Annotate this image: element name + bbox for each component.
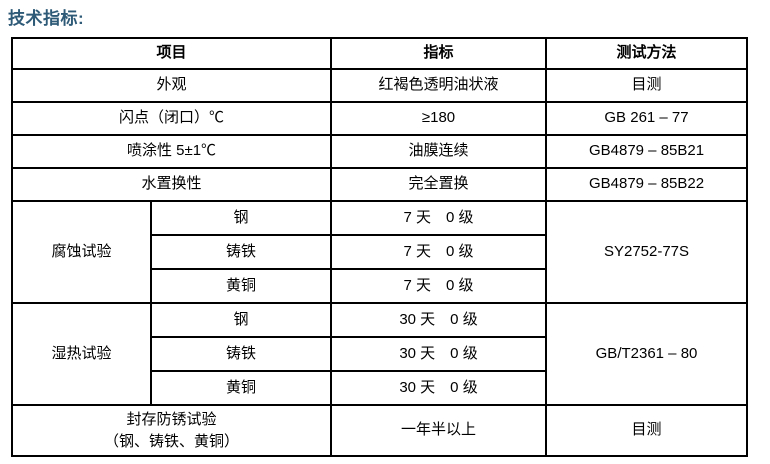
table-row-flash-point: 闪点（闭口）℃ ≥180 GB 261 – 77 xyxy=(10,101,749,136)
method-cell-corrosion: SY2752-77S xyxy=(545,200,749,304)
header-method: 测试方法 xyxy=(545,37,749,70)
table-row-storage-rust-test: 封存防锈试验 （钢、铸铁、黄铜） 一年半以上 目测 xyxy=(10,404,749,457)
table-row-corrosion-brass: 黄铜 7 天 0 级 xyxy=(12,268,747,304)
method-cell-damp-heat: GB/T2361 – 80 xyxy=(545,302,749,406)
spec-table: 项目 指标 测试方法 外观 红褐色透明油状液 目测 闪点（闭口）℃ ≥180 G… xyxy=(10,37,749,457)
indicator-cell: ≥180 xyxy=(330,101,548,136)
group-cell-damp-heat: 湿热试验 xyxy=(11,302,152,406)
method-cell: GB 261 – 77 xyxy=(545,101,749,136)
table-row-water-displacement: 水置换性 完全置换 GB4879 – 85B22 xyxy=(10,167,749,202)
indicator-cell: 30 天 0 级 xyxy=(330,336,548,372)
indicator-cell: 30 天 0 级 xyxy=(330,370,548,406)
method-cell: GB4879 – 85B22 xyxy=(545,167,749,202)
material-cell: 钢 xyxy=(149,200,333,236)
item-cell-storage: 封存防锈试验 （钢、铸铁、黄铜） xyxy=(10,404,333,457)
material-cell: 铸铁 xyxy=(149,234,333,270)
item-cell: 喷涂性 5±1℃ xyxy=(10,134,333,169)
indicator-cell: 7 天 0 级 xyxy=(330,268,548,304)
page-title: 技术指标: xyxy=(8,9,85,28)
table-row-corrosion-steel: 腐蚀试验 钢 7 天 0 级 SY2752-77S xyxy=(11,200,749,304)
indicator-cell: 油膜连续 xyxy=(330,134,548,169)
group-cell-corrosion: 腐蚀试验 xyxy=(11,200,152,304)
table-row-appearance: 外观 红褐色透明油状液 目测 xyxy=(10,68,749,103)
item-line-2: （钢、铸铁、黄铜） xyxy=(104,432,240,450)
indicator-cell: 完全置换 xyxy=(330,167,548,202)
item-cell: 外观 xyxy=(10,68,333,103)
method-cell: 目测 xyxy=(545,68,749,103)
header-item: 项目 xyxy=(10,37,333,70)
table-row-corrosion-cast-iron: 铸铁 7 天 0 级 xyxy=(12,234,747,270)
table-row-sprayability: 喷涂性 5±1℃ 油膜连续 GB4879 – 85B21 xyxy=(10,134,749,169)
header-indicator: 指标 xyxy=(330,37,548,70)
method-cell: GB4879 – 85B21 xyxy=(545,134,749,169)
table-header-row: 项目 指标 测试方法 xyxy=(10,37,749,70)
material-cell: 铸铁 xyxy=(149,336,333,372)
indicator-cell: 7 天 0 级 xyxy=(330,200,548,236)
table-row-damp-heat-cast-iron: 铸铁 30 天 0 级 xyxy=(12,336,747,372)
method-cell: 目测 xyxy=(545,404,749,457)
item-cell: 闪点（闭口）℃ xyxy=(10,101,333,136)
table-row-damp-heat-steel: 湿热试验 钢 30 天 0 级 GB/T2361 – 80 xyxy=(11,302,749,406)
table-row-damp-heat-brass: 黄铜 30 天 0 级 xyxy=(12,370,747,406)
indicator-cell: 红褐色透明油状液 xyxy=(330,68,548,103)
indicator-cell: 一年半以上 xyxy=(330,404,548,457)
item-cell: 水置换性 xyxy=(10,167,333,202)
indicator-cell: 7 天 0 级 xyxy=(330,234,548,270)
indicator-cell: 30 天 0 级 xyxy=(330,302,548,338)
material-cell: 黄铜 xyxy=(149,268,333,304)
material-cell: 钢 xyxy=(149,302,333,338)
material-cell: 黄铜 xyxy=(149,370,333,406)
item-line-1: 封存防锈试验 xyxy=(126,410,217,428)
